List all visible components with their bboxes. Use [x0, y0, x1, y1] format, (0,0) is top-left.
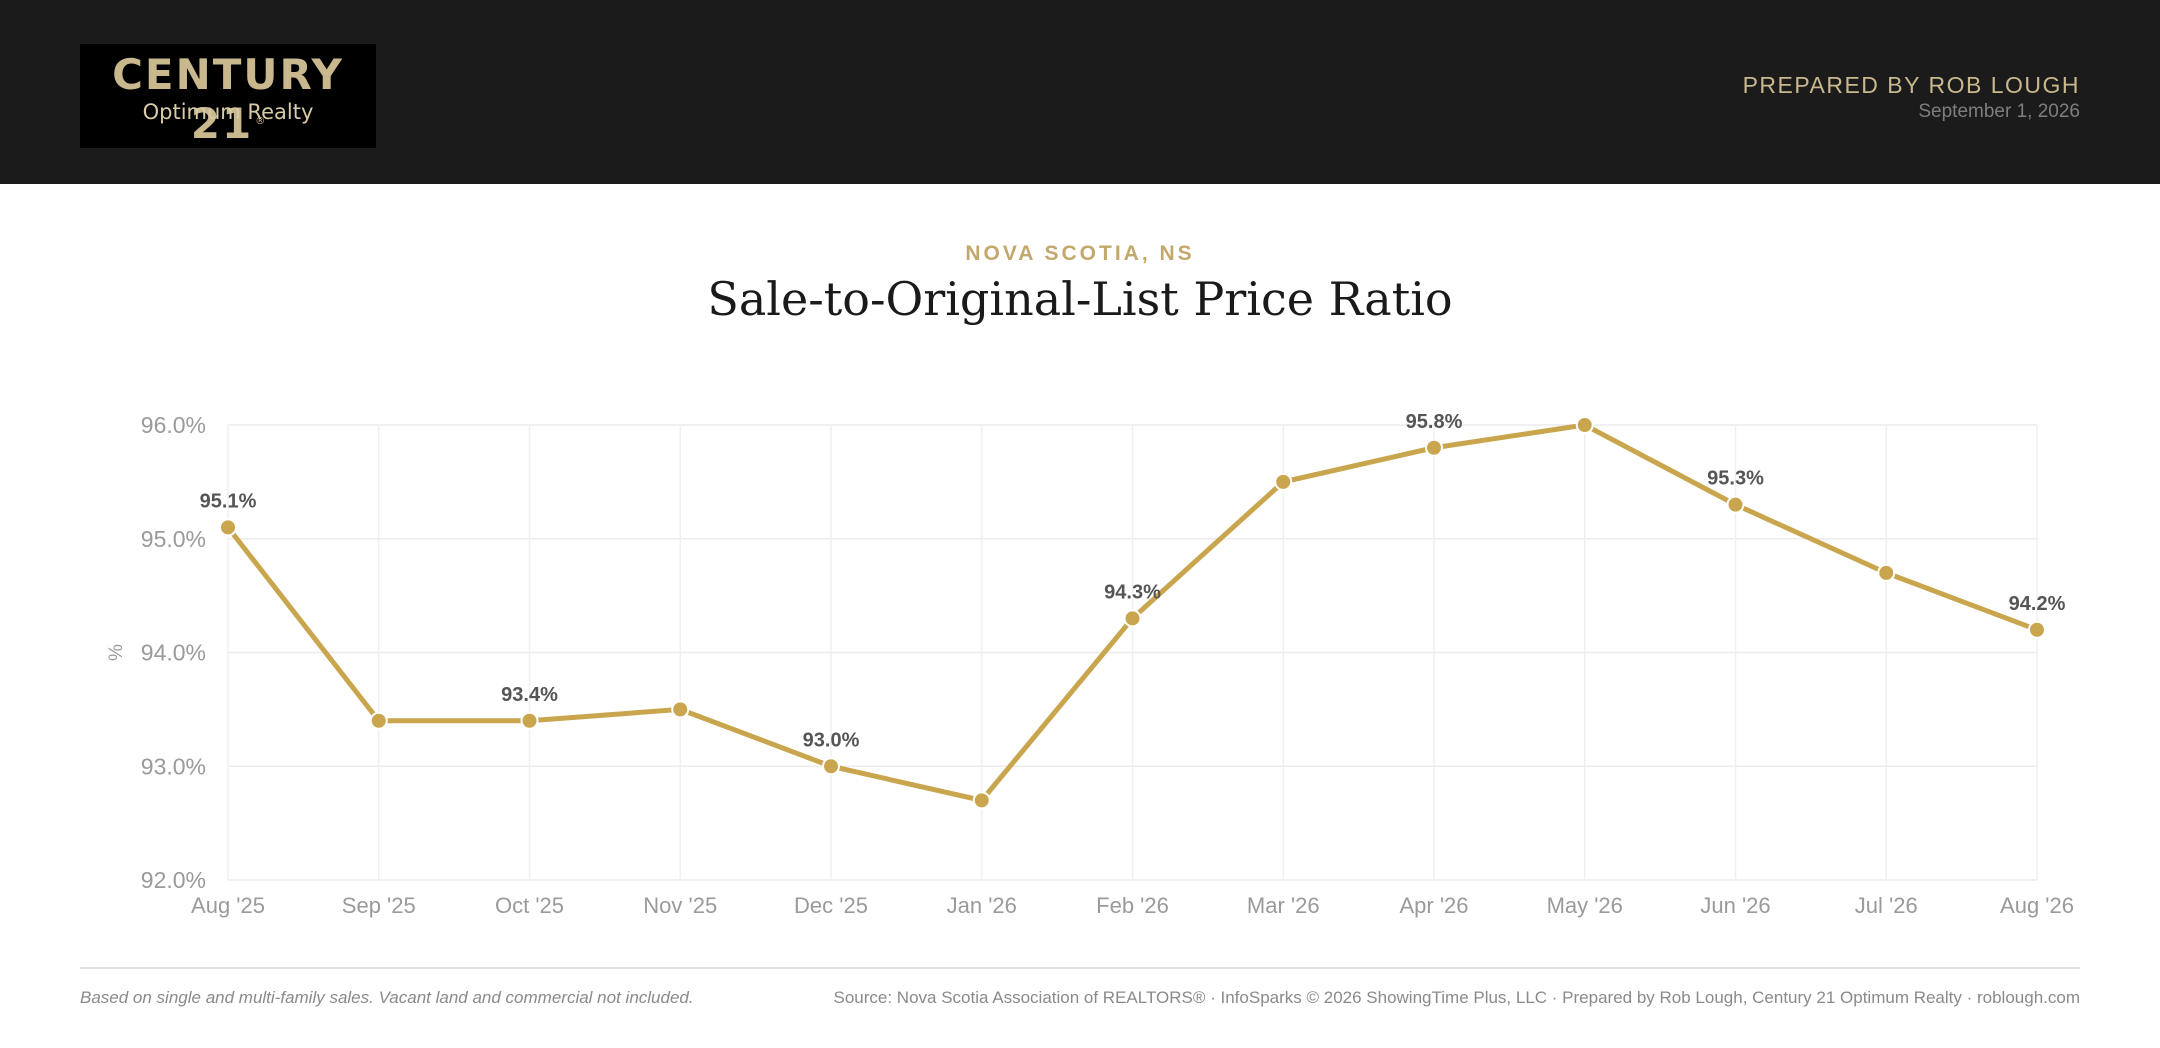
footer-note: Based on single and multi-family sales. … — [80, 988, 694, 1007]
x-tick-label: Nov '25 — [643, 893, 717, 918]
chart-title: Sale-to-Original-List Price Ratio — [707, 272, 1453, 326]
y-tick-label: 92.0% — [141, 867, 206, 893]
data-labels: 95.1% 93.4% 93.0% 94.3% 95.8% 95.3% 94.2% — [200, 411, 2066, 752]
y-tick-label: 96.0% — [141, 412, 206, 438]
x-tick-label: Jul '26 — [1855, 893, 1918, 918]
data-label: 93.0% — [803, 729, 860, 751]
data-point — [1726, 495, 1745, 514]
data-point — [1877, 563, 1896, 582]
data-point — [822, 757, 840, 776]
region-label: NOVA SCOTIA, NS — [965, 242, 1195, 265]
y-axis-label: % — [106, 644, 127, 661]
data-label: 94.3% — [1104, 581, 1161, 603]
y-tick-label: 95.0% — [141, 526, 206, 552]
data-point — [369, 711, 388, 730]
data-point — [1274, 472, 1293, 491]
x-tick-label: Aug '26 — [2000, 893, 2074, 918]
x-tick-label: Jan '26 — [947, 893, 1017, 918]
logo-wordmark: CENTURY 21 — [112, 50, 344, 148]
y-tick-label: 94.0% — [141, 640, 206, 666]
y-tick-label: 93.0% — [141, 753, 206, 779]
data-point — [2028, 620, 2046, 639]
x-tick-label: Dec '25 — [794, 893, 868, 918]
page-header: CENTURY 21 ® Optimum Realty PREPARED BY R… — [0, 0, 2160, 184]
data-point — [972, 791, 991, 810]
line-chart: 92.0% 93.0% 94.0% 95.0% 96.0% Aug '25 Sep '25… — [106, 411, 2074, 918]
data-point — [520, 711, 539, 730]
footer-divider — [80, 967, 2080, 969]
chart-grid — [227, 424, 2038, 881]
registered-mark: ® — [255, 116, 266, 127]
x-tick-label: Feb '26 — [1096, 893, 1169, 918]
data-label: 94.2% — [2009, 593, 2066, 615]
x-tick-label: Mar '26 — [1247, 893, 1320, 918]
report-date: September 1, 2026 — [1918, 101, 2080, 122]
data-point — [1575, 416, 1594, 434]
x-tick-label: May '26 — [1547, 893, 1623, 918]
x-tick-label: Jun '26 — [1700, 893, 1770, 918]
x-tick-label: Oct '25 — [495, 893, 564, 918]
data-point — [671, 700, 690, 719]
data-point — [1123, 609, 1142, 628]
logo-subtitle: Optimum Realty — [142, 100, 314, 124]
data-points — [219, 416, 2046, 810]
data-label: 95.3% — [1707, 468, 1764, 490]
x-axis-ticks: Aug '25 Sep '25 Oct '25 Nov '25 Dec '25 Jan '… — [191, 893, 2074, 918]
data-point — [1425, 438, 1443, 457]
data-point — [219, 518, 237, 537]
x-tick-label: Apr '26 — [1399, 893, 1468, 918]
century21-logo: CENTURY 21 ® Optimum Realty — [80, 44, 376, 148]
x-tick-label: Sep '25 — [342, 893, 416, 918]
prepared-by: PREPARED BY ROB LOUGH — [1742, 72, 2080, 98]
footer-source: Source: Nova Scotia Association of REALT… — [833, 988, 2081, 1007]
data-label: 95.8% — [1406, 411, 1463, 433]
x-tick-label: Aug '25 — [191, 893, 265, 918]
y-axis-ticks: 92.0% 93.0% 94.0% 95.0% 96.0% — [141, 412, 206, 893]
data-label: 93.4% — [501, 684, 558, 706]
data-label: 95.1% — [200, 490, 257, 512]
